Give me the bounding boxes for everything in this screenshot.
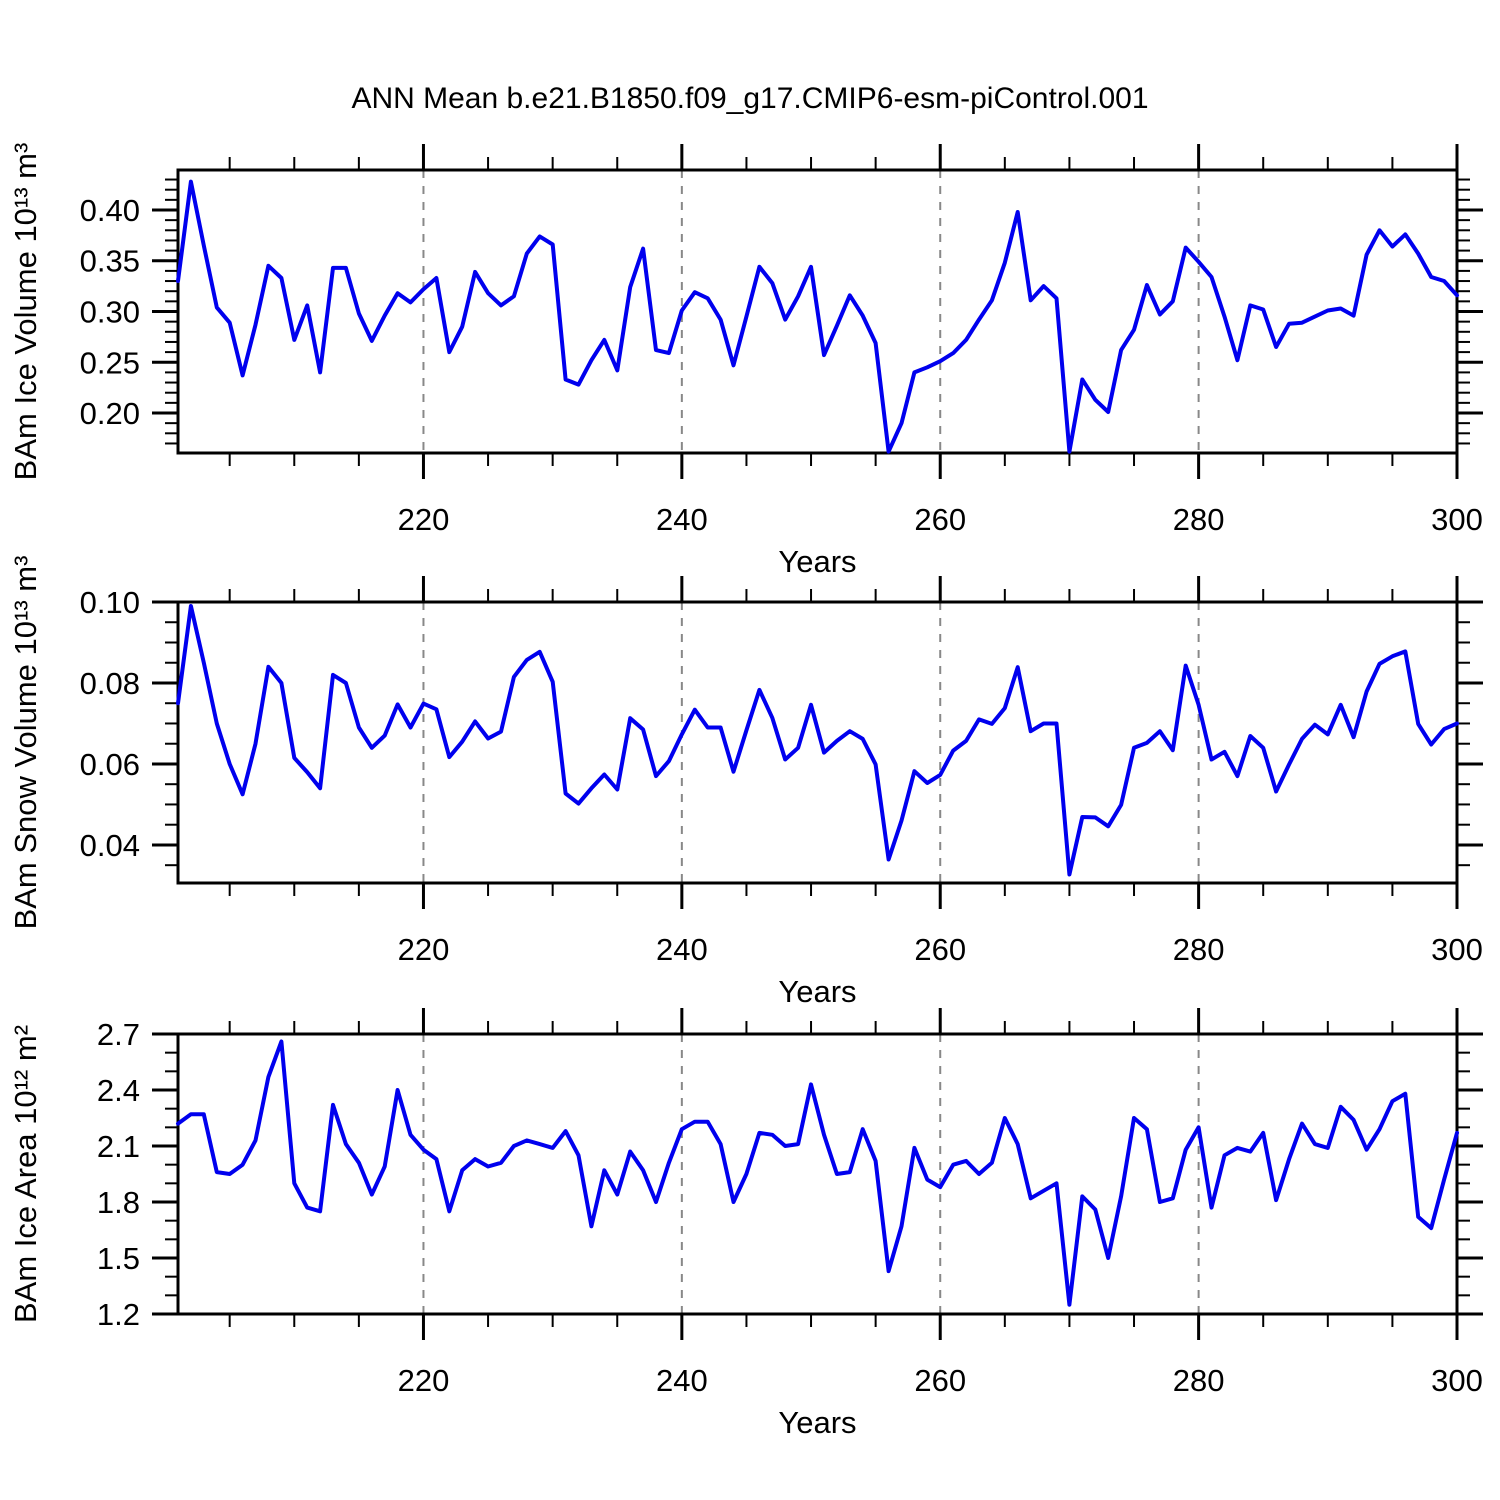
axis-ticks [152,576,1483,909]
panel-ice-area: 2.7 2.4 2.1 1.8 1.5 1.2 220 240 260 280 300 Years BA… [8,1008,1483,1440]
y-axis-label: BAm Snow Volume 10¹³ m³ [8,556,43,930]
x-axis-label: Years [778,544,856,579]
y-tick-label: 1.2 [97,1297,140,1332]
panel-snow-volume: 0.10 0.08 0.06 0.04 220 240 260 280 300 Years BAm … [8,556,1483,1009]
x-tick-label: 280 [1173,502,1225,537]
gridlines [422,1034,1200,1314]
x-tick-label: 240 [656,502,708,537]
x-tick-label: 280 [1173,1363,1225,1398]
x-tick-label: 300 [1431,502,1483,537]
x-tick-label: 220 [398,502,450,537]
data-line-snow-volume [176,604,1459,877]
x-tick-label: 300 [1431,932,1483,967]
y-tick-label: 0.10 [80,585,140,620]
y-axis-label: BAm Ice Volume 10¹³ m³ [8,143,43,481]
gridlines [422,170,1200,453]
y-tick-label: 2.4 [97,1073,140,1108]
axis-ticks [152,144,1483,479]
axis-ticks [152,1008,1483,1340]
x-tick-label: 280 [1173,932,1225,967]
y-tick-label: 0.35 [80,244,140,279]
gridlines [422,602,1200,883]
y-tick-label: 0.30 [80,295,140,330]
x-axis-label: Years [778,1405,856,1440]
x-tick-label: 220 [398,932,450,967]
x-axis-label: Years [778,974,856,1009]
x-tick-label: 260 [914,932,966,967]
plot-box [176,600,1459,885]
plot-box [176,168,1459,455]
x-tick-label: 240 [656,932,708,967]
y-tick-label: 0.06 [80,747,140,782]
y-tick-label: 2.1 [97,1129,140,1164]
y-tick-label: 1.8 [97,1185,140,1220]
chart-title: ANN Mean b.e21.B1850.f09_g17.CMIP6-esm-p… [351,82,1149,115]
panel-ice-volume: 0.40 0.35 0.30 0.25 0.20 220 240 260 280 300 Years… [8,143,1483,579]
x-tick-label: 240 [656,1363,708,1398]
plot-box [176,1032,1459,1316]
data-line-ice-volume [176,179,1459,454]
x-tick-label: 220 [398,1363,450,1398]
y-tick-label: 0.08 [80,666,140,701]
y-tick-label: 0.20 [80,396,140,431]
x-tick-label: 260 [914,502,966,537]
y-tick-label: 0.25 [80,345,140,380]
x-tick-label: 300 [1431,1363,1483,1398]
y-tick-label: 2.7 [97,1017,140,1052]
data-line-ice-area [176,1039,1459,1307]
y-tick-label: 0.04 [80,828,140,863]
y-tick-label: 0.40 [80,193,140,228]
y-tick-label: 1.5 [97,1241,140,1276]
x-tick-label: 260 [914,1363,966,1398]
y-axis-label: BAm Ice Area 10¹² m² [8,1025,43,1323]
